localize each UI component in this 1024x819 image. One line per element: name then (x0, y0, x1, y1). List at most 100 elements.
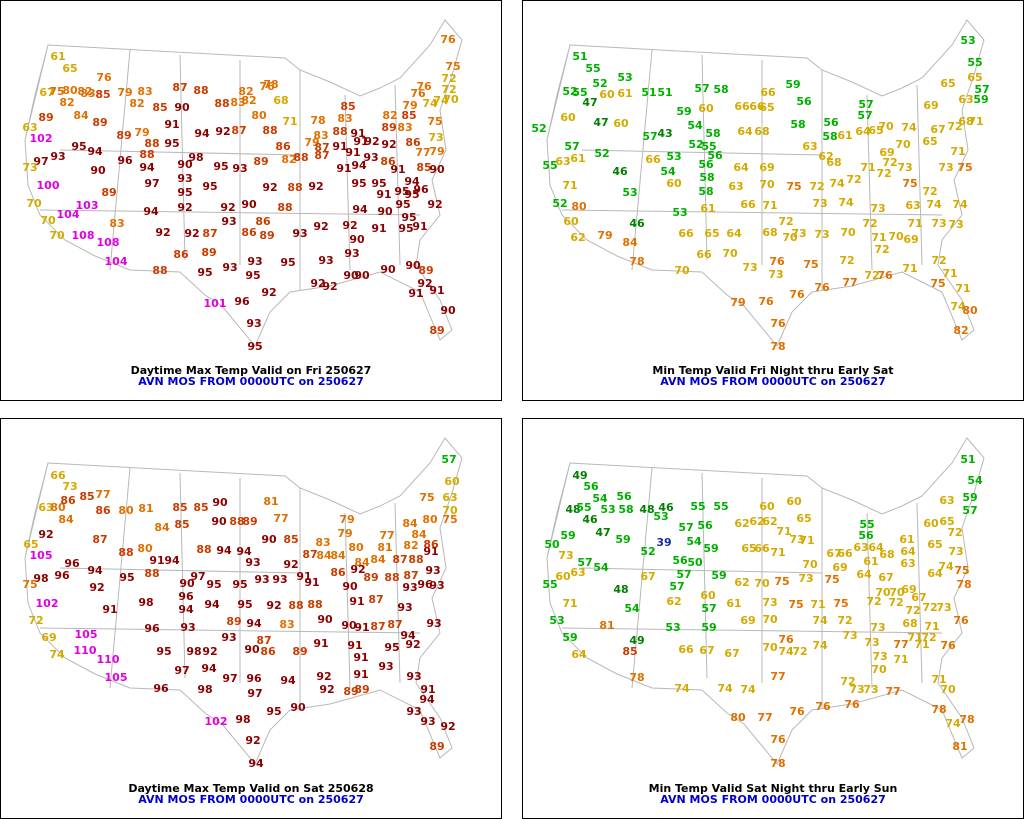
station-value: 92 (245, 734, 260, 747)
station-value: 70 (442, 504, 458, 517)
station-value: 86 (330, 566, 346, 579)
station-value: 92 (316, 670, 331, 683)
station-value: 90 (244, 643, 260, 656)
station-value: 92 (427, 198, 442, 211)
station-value: 53 (622, 186, 637, 199)
station-value: 91 (353, 651, 368, 664)
station-value: 74 (926, 198, 942, 211)
station-value: 89 (259, 229, 274, 242)
station-value: 78 (956, 578, 971, 591)
station-value: 89 (363, 571, 378, 584)
station-value: 95 (394, 185, 409, 198)
station-value: 75 (788, 598, 803, 611)
station-value: 66 (760, 86, 776, 99)
station-value: 46 (629, 217, 645, 230)
station-value: 70 (722, 247, 738, 260)
station-value: 93 (429, 579, 444, 592)
station-value: 88 (293, 151, 308, 164)
station-value: 78 (959, 713, 974, 726)
station-value: 76 (770, 317, 786, 330)
station-value: 85 (95, 88, 110, 101)
station-value: 53 (666, 150, 681, 163)
station-value: 73 (791, 227, 806, 240)
station-value: 74 (952, 198, 968, 211)
station-value: 71 (950, 145, 965, 158)
station-value: 92 (283, 558, 298, 571)
station-value: 64 (855, 125, 871, 138)
station-value: 92 (261, 286, 276, 299)
station-value: 91 (164, 118, 179, 131)
station-value: 60 (599, 88, 615, 101)
station-value: 59 (562, 631, 577, 644)
station-value: 76 (844, 698, 860, 711)
station-value: 60 (444, 475, 460, 488)
station-value: 69 (901, 583, 916, 596)
station-value: 110 (74, 644, 97, 657)
panel-subtitle: AVN MOS FROM 0000UTC on 250627 (660, 375, 886, 388)
station-value: 87 (231, 124, 246, 137)
station-value: 57 (669, 580, 684, 593)
station-value: 58 (705, 127, 720, 140)
station-value: 71 (931, 673, 946, 686)
station-value: 56 (672, 554, 688, 567)
station-value: 60 (555, 570, 571, 583)
station-value: 53 (960, 34, 975, 47)
station-value: 74 (829, 177, 845, 190)
station-value: 95 (280, 256, 295, 269)
station-value: 88 (332, 125, 347, 138)
station-value: 76 (259, 80, 275, 93)
panel-title: Min Temp Valid Sat Night thru Early Sun (649, 782, 898, 795)
station-value: 93 (397, 601, 412, 614)
panel-title: Daytime Max Temp Valid on Fri 250627 (131, 364, 372, 377)
station-value: 94 (164, 554, 180, 567)
station-value: 73 (931, 217, 946, 230)
station-value: 92 (89, 581, 104, 594)
station-value: 91 (412, 220, 427, 233)
station-value: 82 (403, 539, 418, 552)
station-value: 72 (864, 269, 879, 282)
station-value: 79 (429, 145, 444, 158)
station-value: 72 (876, 167, 891, 180)
station-value: 88 (277, 201, 292, 214)
station-value: 72 (862, 217, 877, 230)
station-value: 108 (72, 229, 95, 242)
station-value: 84 (154, 521, 170, 534)
station-value: 94 (143, 205, 159, 218)
station-value: 73 (870, 621, 885, 634)
station-value: 72 (840, 675, 855, 688)
station-value: 92 (215, 125, 230, 138)
station-value: 60 (563, 215, 579, 228)
station-value: 83 (279, 618, 294, 631)
station-value: 56 (698, 158, 714, 171)
station-value: 89 (354, 683, 369, 696)
station-value: 78 (310, 114, 325, 127)
panel-frame (0, 418, 502, 819)
station-value: 52 (552, 197, 567, 210)
station-value: 72 (441, 72, 456, 85)
station-value: 58 (698, 185, 713, 198)
station-value: 91 (354, 621, 369, 634)
station-value: 94 (216, 544, 232, 557)
station-value: 92 (184, 227, 199, 240)
station-value: 76 (758, 295, 774, 308)
station-value: 92 (310, 277, 325, 290)
station-value: 66 (749, 100, 765, 113)
station-value: 86 (95, 504, 111, 517)
station-value: 93 (344, 247, 359, 260)
station-value: 73 (814, 228, 829, 241)
station-value: 90 (429, 163, 445, 176)
station-value: 72 (866, 595, 881, 608)
station-value: 74 (812, 614, 828, 627)
station-value: 76 (877, 269, 893, 282)
station-value: 92 (308, 180, 323, 193)
station-value: 83 (80, 87, 95, 100)
station-value: 77 (415, 146, 430, 159)
station-value: 63 (728, 180, 743, 193)
station-value: 95 (197, 266, 212, 279)
station-value: 95 (71, 140, 86, 153)
station-value: 94 (87, 564, 103, 577)
station-value: 79 (134, 126, 149, 139)
station-value: 73 (870, 202, 885, 215)
station-value: 108 (97, 236, 120, 249)
station-value: 84 (330, 549, 346, 562)
